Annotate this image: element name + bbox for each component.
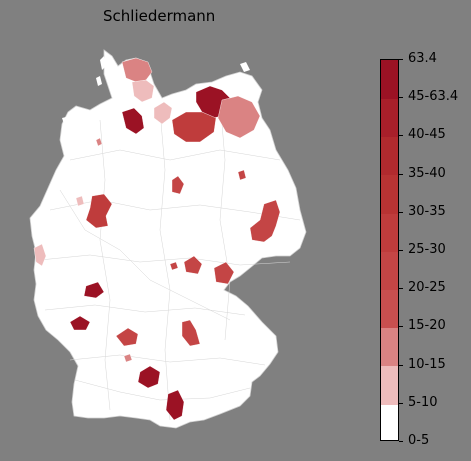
- region-augsburg-area: [137, 365, 161, 389]
- region-aachen-area: [33, 243, 47, 267]
- colorbar-tick: [399, 403, 403, 404]
- colorbar-tick: [399, 97, 403, 98]
- region-mecklenburg-center: [171, 111, 217, 143]
- colorbar-tick-label: 45-63.4: [408, 89, 459, 104]
- region-erfurt-area: [183, 255, 203, 275]
- colorbar: [380, 59, 399, 441]
- colorbar-tick: [399, 326, 403, 327]
- region-vorpommern: [217, 95, 261, 139]
- region-saarland: [69, 315, 91, 331]
- colorbar-tick-label: 5-10: [408, 395, 438, 410]
- region-stuttgart-small: [123, 353, 133, 363]
- region-alpine-south: [165, 389, 185, 421]
- colorbar-tick-label: 10-15: [408, 357, 446, 372]
- colorbar-tick: [399, 250, 403, 251]
- colorbar-segment-25-30: [381, 212, 398, 252]
- region-flensburg-area: [131, 79, 155, 103]
- colorbar-tick-label: 20-25: [408, 280, 446, 295]
- colorbar-segment-20-25: [381, 251, 398, 290]
- colorbar-segment-45-63.4: [381, 60, 398, 99]
- colorbar-segment-35-40: [381, 136, 398, 176]
- colorbar-tick-label: 15-20: [408, 318, 446, 333]
- colorbar-segment-10-15: [381, 327, 398, 367]
- region-wuerzburg-area: [115, 327, 139, 347]
- colorbar-segment-30-35: [381, 174, 398, 214]
- colorbar-tick: [399, 441, 403, 442]
- region-magdeburg-area: [171, 175, 185, 195]
- region-dresden-area: [213, 261, 235, 285]
- region-brandenburg-east: [249, 199, 281, 243]
- colorbar-tick: [399, 174, 403, 175]
- region-hessen-north: [83, 281, 105, 299]
- colorbar-segment-5-10: [381, 365, 398, 405]
- colorbar-tick-label: 25-30: [408, 242, 446, 257]
- region-small-west-north: [95, 137, 103, 147]
- map-title: Schliedermann: [103, 7, 216, 25]
- region-luebeck-area: [153, 101, 173, 125]
- colorbar-tick: [399, 365, 403, 366]
- colorbar-tick-label: 40-45: [408, 127, 446, 142]
- region-bremen-area: [121, 107, 145, 135]
- colorbar-tick: [399, 288, 403, 289]
- colorbar-tick-label: 35-40: [408, 166, 446, 181]
- colorbar-segment-40-45: [381, 98, 398, 138]
- colorbar-tick-label: 30-35: [408, 204, 446, 219]
- colorbar-tick: [399, 212, 403, 213]
- region-osnabrueck-area: [85, 193, 113, 229]
- region-nordfriesland-north: [121, 57, 153, 83]
- region-regensburg-area: [181, 319, 201, 347]
- colorbar-tick: [399, 59, 403, 60]
- region-muenster-small: [75, 195, 85, 207]
- colorbar-segment-15-20: [381, 289, 398, 329]
- colorbar-tick-label: 63.4: [408, 51, 437, 66]
- region-small-east: [237, 169, 247, 181]
- colorbar-tick: [399, 135, 403, 136]
- colorbar-segment-0-5: [381, 403, 398, 440]
- region-chemnitz-area: [169, 261, 179, 271]
- colorbar-tick-label: 0-5: [408, 433, 430, 448]
